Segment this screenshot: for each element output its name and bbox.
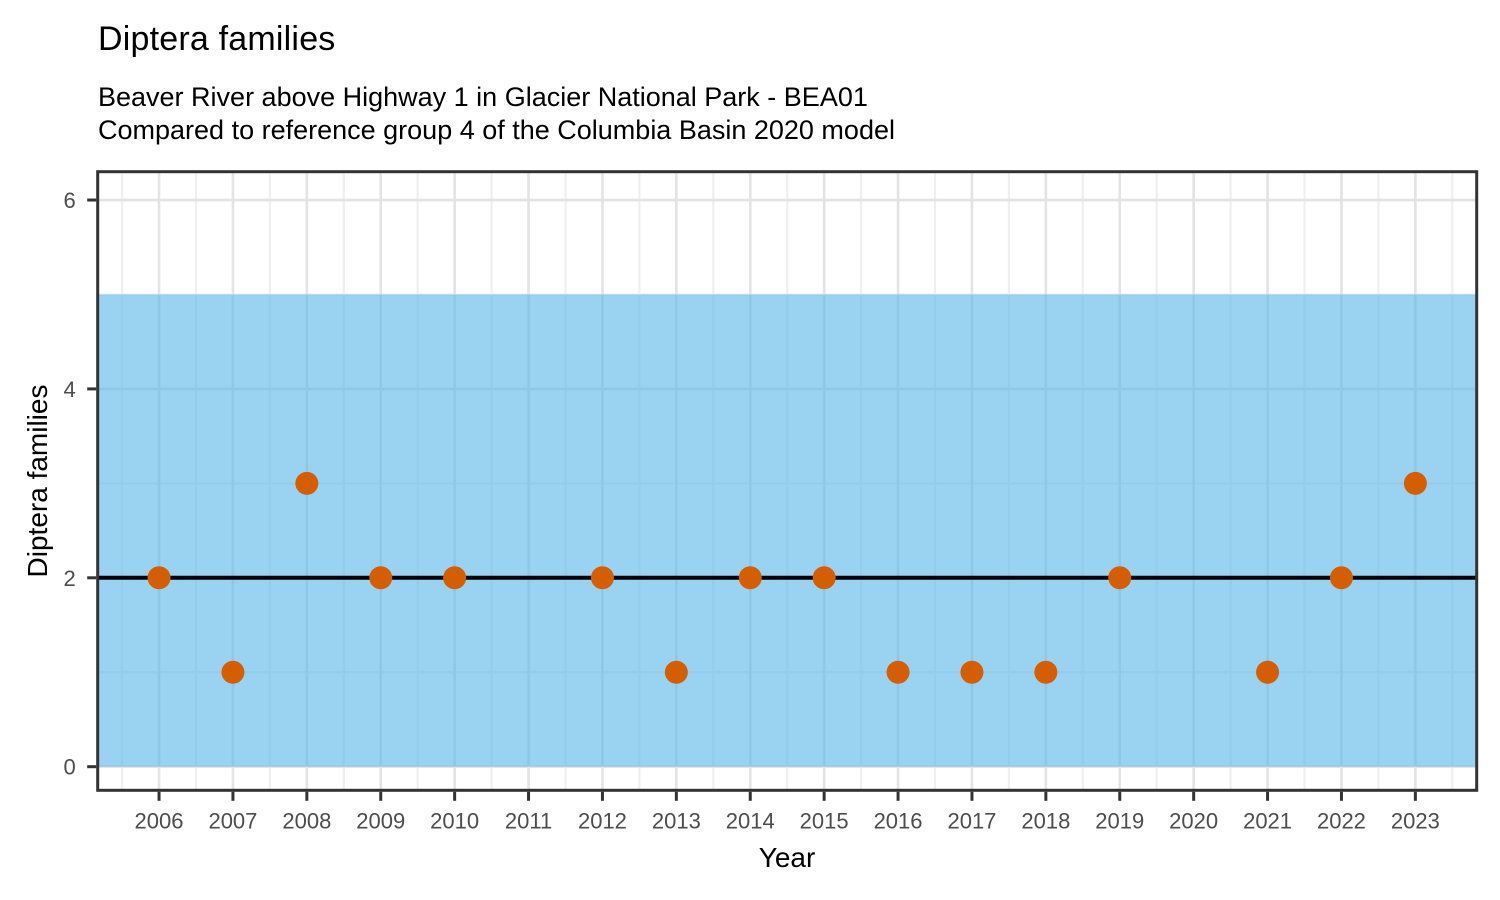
x-axis-tick-label: 2013: [652, 808, 701, 833]
chart-title: Diptera families: [98, 20, 336, 58]
x-axis-tick-label: 2017: [947, 808, 996, 833]
reference-band: [97, 294, 1477, 767]
x-axis-tick-label: 2023: [1391, 808, 1440, 833]
x-axis-tick-label: 2007: [208, 808, 257, 833]
data-point: [738, 566, 762, 590]
x-axis-tick-label: 2015: [800, 808, 849, 833]
data-point: [443, 566, 467, 590]
panel-border: [96, 170, 1479, 792]
data-point: [295, 471, 319, 495]
chart-subtitle-line2: Compared to reference group 4 of the Col…: [98, 115, 895, 145]
data-point: [886, 660, 910, 684]
x-axis-tick-label: 2021: [1243, 808, 1292, 833]
chart-subtitle-line1: Beaver River above Highway 1 in Glacier …: [98, 82, 868, 112]
data-point: [1403, 471, 1427, 495]
data-point: [369, 566, 393, 590]
x-axis-tick-label: 2010: [430, 808, 479, 833]
y-axis-tick-label: 4: [63, 377, 75, 402]
data-point: [960, 660, 984, 684]
y-axis-tick-label: 2: [63, 566, 75, 591]
y-axis-title: Diptera families: [22, 384, 53, 578]
data-point: [1108, 566, 1132, 590]
x-axis-tick-label: 2018: [1021, 808, 1070, 833]
y-axis-tick-label: 6: [63, 188, 75, 213]
data-point: [664, 660, 688, 684]
data-point: [1329, 566, 1353, 590]
y-axis-tick-label: 0: [63, 755, 75, 780]
x-axis-tick-label: 2020: [1169, 808, 1218, 833]
x-axis-tick-label: 2009: [356, 808, 405, 833]
x-axis-tick-label: 2016: [874, 808, 923, 833]
x-axis-title: Year: [758, 842, 816, 873]
data-point: [1034, 660, 1058, 684]
data-point: [1256, 660, 1280, 684]
data-point: [812, 566, 836, 590]
data-point: [221, 660, 245, 684]
x-axis-tick-label: 2011: [505, 808, 552, 833]
x-axis-tick-label: 2022: [1317, 808, 1366, 833]
x-axis-tick-label: 2019: [1095, 808, 1144, 833]
data-point: [147, 566, 171, 590]
data-point: [590, 566, 614, 590]
x-axis-tick-label: 2006: [135, 808, 184, 833]
x-axis-tick-label: 2014: [726, 808, 775, 833]
x-axis-tick-label: 2012: [578, 808, 627, 833]
x-axis-tick-label: 2008: [282, 808, 331, 833]
